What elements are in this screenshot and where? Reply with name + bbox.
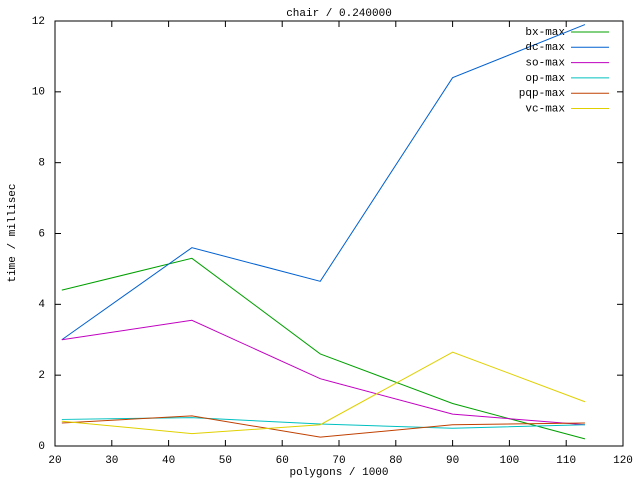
chart-title: chair / 0.240000 — [286, 8, 392, 20]
y-tick-label: 0 — [38, 441, 45, 453]
line — [61, 415, 585, 438]
x-tick-label: 80 — [389, 455, 402, 467]
legend-label: dc-max — [525, 42, 565, 54]
y-tick-label: 8 — [38, 158, 45, 170]
legend-label: op-max — [525, 73, 565, 85]
x-axis-label: polygons / 1000 — [289, 467, 388, 479]
y-tick-label: 4 — [38, 299, 45, 311]
line — [61, 24, 586, 341]
x-tick-label: 20 — [48, 455, 61, 467]
x-tick-label: 100 — [499, 455, 519, 467]
line — [61, 257, 586, 440]
y-tick-label: 12 — [32, 16, 45, 28]
legend-label: so-max — [525, 58, 565, 70]
line — [61, 319, 585, 426]
x-tick-label: 120 — [613, 455, 633, 467]
x-tick-label: 110 — [556, 455, 576, 467]
x-tick-label: 30 — [105, 455, 118, 467]
x-tick-label: 90 — [446, 455, 459, 467]
y-tick-label: 2 — [38, 370, 45, 382]
x-tick-label: 70 — [332, 455, 345, 467]
x-tick-label: 60 — [276, 455, 289, 467]
line — [61, 351, 586, 435]
legend-label: pqp-max — [519, 88, 566, 100]
y-tick-label: 10 — [32, 87, 45, 99]
x-tick-label: 50 — [219, 455, 232, 467]
x-tick-label: 40 — [162, 455, 175, 467]
legend-label: bx-max — [525, 27, 565, 39]
y-axis-label: time / millisec — [7, 183, 19, 282]
legend-label: vc-max — [525, 103, 565, 115]
y-tick-label: 6 — [38, 228, 45, 240]
